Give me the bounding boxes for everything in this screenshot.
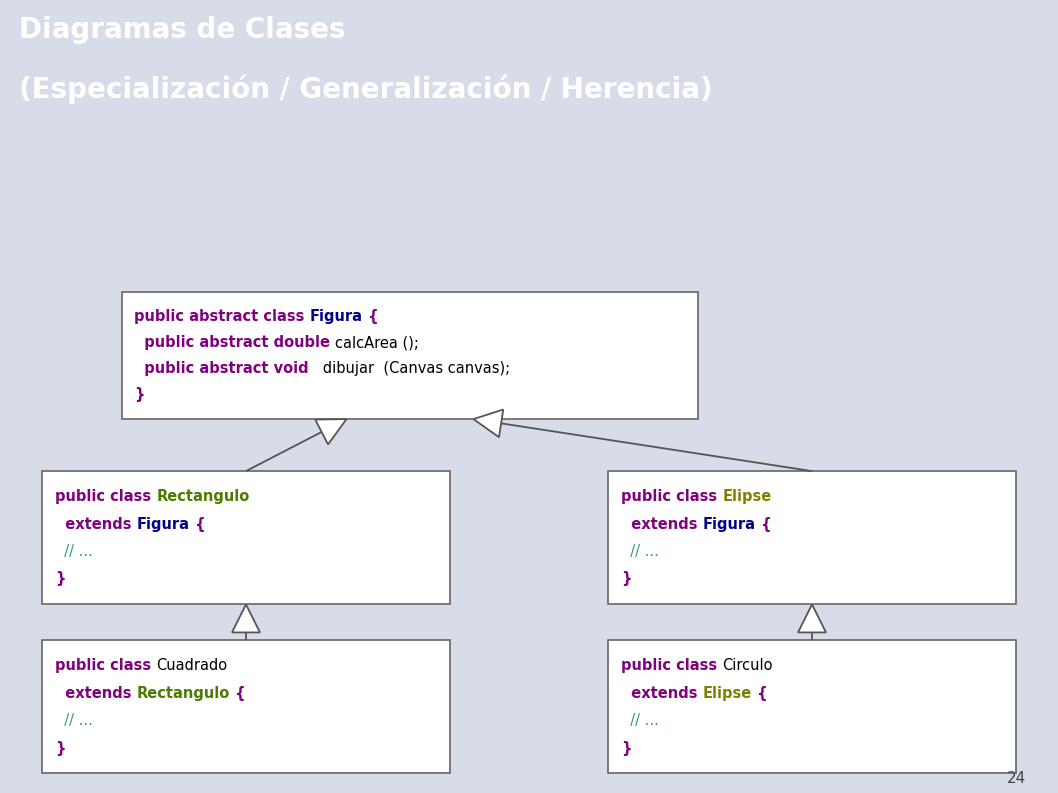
Text: extends: extends: [55, 686, 136, 700]
Text: // ...: // ...: [55, 544, 93, 559]
Text: Circulo: Circulo: [723, 658, 772, 673]
Text: public abstract class: public abstract class: [134, 309, 310, 324]
Text: Figura: Figura: [310, 309, 363, 324]
Text: Figura: Figura: [703, 516, 755, 531]
Text: // ...: // ...: [621, 713, 659, 728]
Text: Elipse: Elipse: [723, 489, 771, 504]
Text: calcArea ();: calcArea ();: [335, 335, 419, 351]
Text: Rectangulo: Rectangulo: [157, 489, 250, 504]
Polygon shape: [315, 419, 347, 444]
Bar: [122, 293, 698, 419]
Text: public class: public class: [621, 489, 723, 504]
Text: }: }: [134, 387, 145, 402]
Text: public class: public class: [55, 658, 157, 673]
Text: }: }: [55, 572, 66, 587]
Bar: [608, 640, 1016, 773]
Text: public abstract void: public abstract void: [134, 361, 309, 376]
Text: // ...: // ...: [55, 713, 93, 728]
Text: extends: extends: [621, 686, 703, 700]
Polygon shape: [798, 604, 826, 633]
Text: dibujar  (Canvas canvas);: dibujar (Canvas canvas);: [309, 361, 510, 376]
Bar: [42, 471, 450, 604]
Text: Figura: Figura: [136, 516, 189, 531]
Text: Rectangulo: Rectangulo: [136, 686, 230, 700]
Text: {: {: [230, 686, 245, 700]
Text: 24: 24: [1007, 772, 1026, 787]
Text: Elipse: Elipse: [703, 686, 752, 700]
Text: // ...: // ...: [621, 544, 659, 559]
Text: }: }: [621, 741, 632, 756]
Polygon shape: [232, 604, 260, 633]
Bar: [42, 640, 450, 773]
Text: extends: extends: [55, 516, 136, 531]
Text: {: {: [189, 516, 205, 531]
Text: {: {: [752, 686, 767, 700]
Text: {: {: [363, 309, 379, 324]
Text: Cuadrado: Cuadrado: [157, 658, 227, 673]
Text: public class: public class: [621, 658, 723, 673]
Text: public abstract double: public abstract double: [134, 335, 335, 351]
Text: extends: extends: [621, 516, 703, 531]
Polygon shape: [474, 409, 504, 437]
Text: (Especialización / Generalización / Herencia): (Especialización / Generalización / Here…: [19, 75, 713, 104]
Text: {: {: [755, 516, 771, 531]
Text: Diagramas de Clases: Diagramas de Clases: [19, 16, 346, 44]
Text: }: }: [55, 741, 66, 756]
Text: public class: public class: [55, 489, 157, 504]
Bar: [608, 471, 1016, 604]
Text: }: }: [621, 572, 632, 587]
